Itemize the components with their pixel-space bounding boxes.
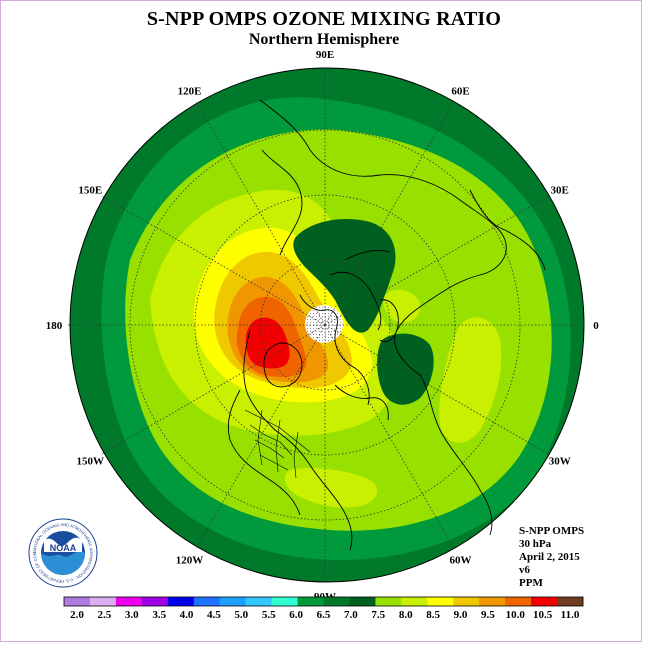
colorbar-tick-label: 8.5 (426, 609, 440, 621)
colorbar-swatch (531, 597, 558, 606)
lon-label-180: 180 (46, 320, 63, 332)
political-boundaries (244, 409, 311, 479)
noaa-logo-label: NOAA (50, 543, 77, 553)
colorbar-swatch (89, 597, 117, 606)
colorbar-swatch (323, 597, 350, 606)
colorbar-swatch (193, 597, 220, 606)
coastlines (227, 99, 546, 551)
lon-label-120w: 120W (176, 555, 204, 567)
colorbar-swatch (245, 597, 272, 606)
map-boundary (69, 67, 585, 583)
colorbar-outline (63, 596, 584, 607)
info-level: 30 hPa (519, 538, 552, 550)
info-version: v6 (519, 564, 530, 576)
info-block: S-NPP OMPS 30 hPa April 2, 2015 v6 PPM (519, 525, 584, 590)
colorbar-tick-label: 10.0 (506, 609, 526, 621)
colorbar-tick-label: 9.0 (454, 609, 468, 621)
longitude-labels: 90E60E30E030W60W90W120W150W180150E120E (46, 49, 600, 603)
colorbar-swatch (349, 597, 376, 606)
map-title: S-NPP OMPS OZONE MIXING RATIO (146, 8, 502, 30)
colorbar-tick-label: 4.5 (207, 609, 221, 621)
colorbar-swatch (375, 597, 402, 606)
colorbar-tick-label: 8.0 (399, 609, 413, 621)
lon-label-150e: 150E (78, 185, 102, 197)
colorbar-swatch (271, 597, 298, 606)
colorbar-swatch (427, 597, 454, 606)
colorbar-swatch (479, 597, 506, 606)
colorbar: 2.0 2.5 3.0 3.5 4.0 4.5 5.0 5.5 6.0 6.5 7.0 7.5 8.0 8… (63, 596, 584, 621)
colorbar-swatch (115, 597, 143, 606)
colorbar-swatch (141, 597, 169, 606)
lon-label-150w: 150W (77, 456, 105, 468)
colorbar-swatch (505, 597, 532, 606)
colorbar-tick-label: 9.5 (481, 609, 495, 621)
colorbar-tick-label: 2.5 (98, 609, 112, 621)
colorbar-swatch (167, 597, 195, 606)
lon-label-60e: 60E (451, 85, 469, 97)
colorbar-swatch (557, 597, 584, 606)
colorbar-tick-label: 7.5 (371, 609, 385, 621)
ozone-field (70, 68, 584, 582)
colorbar-tick-label: 7.0 (344, 609, 358, 621)
colorbar-tick-label: 4.0 (180, 609, 194, 621)
colorbar-tick-label: 6.5 (317, 609, 331, 621)
lon-label-30w: 30W (549, 456, 571, 468)
info-instrument: S-NPP OMPS (519, 525, 585, 537)
info-units: PPM (519, 577, 543, 589)
colorbar-tick-label: 3.5 (152, 609, 166, 621)
colorbar-tick-label: 10.5 (533, 609, 553, 621)
colorbar-swatch (64, 597, 91, 606)
colorbar-swatch (297, 597, 324, 606)
colorbar-tick-label: 6.0 (289, 609, 303, 621)
meridian-lines (68, 68, 582, 582)
colorbar-tick-label: 11.0 (561, 609, 580, 621)
lon-label-120e: 120E (178, 85, 202, 97)
colorbar-tick-label: 5.5 (262, 609, 276, 621)
colorbar-swatch (219, 597, 246, 606)
colorbar-tick-label: 3.0 (125, 609, 139, 621)
lon-label-60w: 60W (450, 555, 472, 567)
colorbar-swatch (453, 597, 480, 606)
map-subtitle: Northern Hemisphere (248, 31, 400, 48)
colorbar-tick-label: 5.0 (234, 609, 248, 621)
info-date: April 2, 2015 (519, 551, 580, 563)
colorbar-tick-label: 2.0 (70, 609, 84, 621)
lon-label-90e: 90E (316, 49, 334, 61)
lon-label-30e: 30E (551, 185, 569, 197)
lon-label-0: 0 (593, 320, 599, 332)
colorbar-swatch (401, 597, 428, 606)
